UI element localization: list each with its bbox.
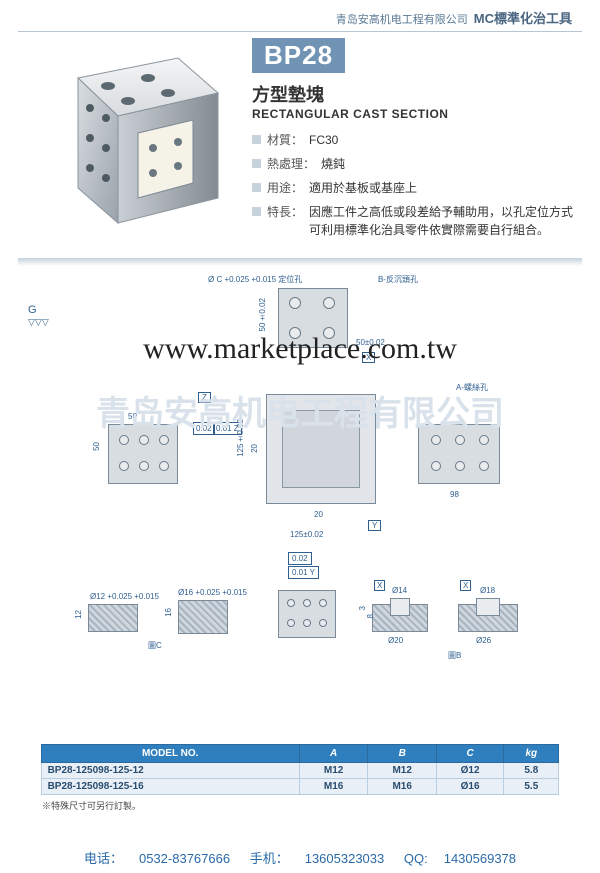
company-name: 青岛安高机电工程有限公司 [336, 11, 468, 27]
bullet-icon [252, 207, 261, 216]
view-left [108, 424, 178, 484]
page-header: 青岛安高机电工程有限公司 MC標準化治工具 [18, 8, 582, 27]
table-row: BP28-125098-125-12M12M12Ø125.8 [41, 763, 559, 779]
spec-label: 材質： [267, 131, 303, 149]
view-front [266, 394, 376, 504]
product-info: BP28 方型墊塊 RECTANGULAR CAST SECTION 材質： FC… [252, 38, 582, 248]
table-cell: Ø12 [436, 763, 503, 779]
datum-x3: X [460, 580, 471, 591]
datum-z: Z [198, 392, 211, 403]
spec-value: 適用於基板或基座上 [309, 179, 582, 197]
bullet-icon [252, 159, 261, 168]
note-a-hole: A-螺絲孔 [456, 382, 488, 393]
label-section-c: 圖C [148, 640, 162, 651]
tol-002b: 0.02 [288, 552, 312, 565]
dim-d14: Ø14 [392, 586, 407, 595]
mobile-label: 手机： [250, 851, 289, 866]
table-row: BP28-125098-125-16M16M16Ø165.5 [41, 779, 559, 795]
page-footer: 电话： 0532-83767666 手机： 13605323033 QQ: 14305… [0, 848, 600, 867]
section-c-right [178, 600, 228, 634]
tel-value: 0532-83767666 [139, 851, 230, 866]
table-cell: BP28-125098-125-12 [41, 763, 299, 779]
table-cell: M12 [368, 763, 437, 779]
table-header: B [368, 745, 437, 763]
dim-d26: Ø26 [476, 636, 491, 645]
dim-20v: 20 [250, 444, 259, 453]
spec-value: FC30 [309, 131, 582, 149]
model-table: MODEL NO.ABCkg BP28-125098-125-12M12M12Ø… [41, 744, 560, 795]
dim-d12tol: Ø12 +0.025 +0.015 [90, 592, 159, 601]
table-cell: M12 [299, 763, 368, 779]
dim-d18: Ø18 [480, 586, 495, 595]
table-cell: M16 [368, 779, 437, 795]
table-header: kg [504, 745, 559, 763]
dim-50v: 50±0.02 [258, 298, 267, 331]
table-header: C [436, 745, 503, 763]
table-cell: 5.8 [504, 763, 559, 779]
dim-h3: 3 [358, 606, 367, 610]
table-note: ※特殊尺寸可另行訂製。 [42, 799, 582, 812]
technical-drawing: www.marketplace.com.tw 青岛安高机电工程有限公司 G ▽▽… [18, 274, 582, 744]
dim-h12: 12 [74, 610, 83, 619]
qq-value: 1430569378 [444, 851, 516, 866]
table-header: MODEL NO. [41, 745, 299, 763]
view-top-small [278, 288, 348, 348]
dim-50-left: 50 [92, 442, 101, 451]
spec-label: 熱處理： [267, 155, 315, 173]
product-title-en: RECTANGULAR CAST SECTION [252, 107, 582, 121]
datum-y: Y [368, 520, 381, 531]
tol-001y: 0.01 Y [288, 566, 319, 579]
dim-98: 98 [450, 490, 459, 499]
bullet-icon [252, 135, 261, 144]
table-cell: BP28-125098-125-16 [41, 779, 299, 795]
dim-125h: 125±0.02 [290, 530, 323, 539]
dim-d16tol: Ø16 +0.025 +0.015 [178, 588, 247, 597]
qq-label: QQ: [404, 851, 428, 866]
dim-20: 20 [314, 510, 323, 519]
dim-h16: 16 [164, 608, 173, 617]
tol-002: 0.02 [193, 422, 215, 435]
spec-line: 熱處理： 燒鈍 [252, 155, 582, 173]
spec-line: 用途： 適用於基板或基座上 [252, 179, 582, 197]
table-cell: M16 [299, 779, 368, 795]
header-rule [18, 31, 582, 32]
dim-50-top: 50 [128, 412, 137, 421]
datum-x2: X [374, 580, 385, 591]
section-divider [18, 258, 582, 266]
tel-label: 电话： [84, 851, 123, 866]
dim-d20b: Ø20 [388, 636, 403, 645]
product-title-cn: 方型墊塊 [252, 81, 582, 107]
dim-h8: 8 [366, 614, 375, 618]
bullet-icon [252, 183, 261, 192]
note-c-hole: Ø C +0.025 +0.015 定位孔 [208, 274, 302, 285]
spec-label: 特長： [267, 203, 303, 221]
table-cell: 5.5 [504, 779, 559, 795]
label-section-b: 圖B [448, 650, 461, 661]
spec-value: 因應工件之高低或段差給予輔助用，以孔定位方式可利用標準化治具零件依實際需要自行組… [309, 203, 582, 239]
view-bottom-small [278, 590, 336, 638]
dim-125v: 125±0.02 [236, 419, 245, 457]
section-c-left [88, 604, 138, 632]
spec-value: 燒鈍 [321, 155, 582, 173]
note-b-hole: B-反沉頭孔 [378, 274, 418, 285]
view-right [418, 424, 500, 484]
spec-line: 材質： FC30 [252, 131, 582, 149]
category-label: MC標準化治工具 [474, 8, 572, 27]
dim-50h: 50±0.02 [356, 338, 385, 347]
g-symbol: G ▽▽▽ [28, 304, 49, 328]
table-cell: Ø16 [436, 779, 503, 795]
mobile-value: 13605323033 [305, 851, 385, 866]
table-header: A [299, 745, 368, 763]
product-image [18, 38, 238, 248]
datum-x: X [362, 352, 375, 363]
spec-line: 特長： 因應工件之高低或段差給予輔助用，以孔定位方式可利用標準化治具零件依實際需要… [252, 203, 582, 239]
product-code: BP28 [252, 38, 345, 73]
spec-label: 用途： [267, 179, 303, 197]
